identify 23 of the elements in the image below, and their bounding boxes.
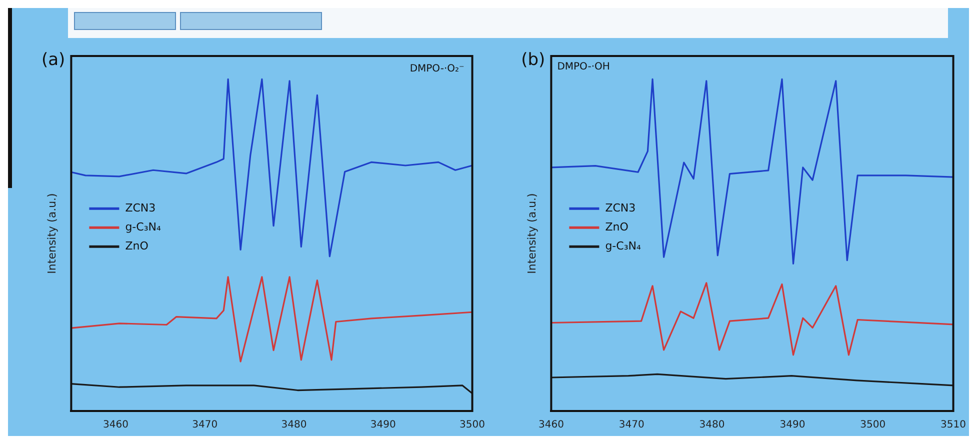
legend-label: ZnO (605, 220, 629, 234)
legend-label: g-C₃N₄ (605, 240, 642, 253)
text: DMPO-·O₂⁻ (410, 64, 464, 75)
x-tick-label: 3480 (281, 420, 307, 431)
x-tick-label: 3460 (103, 420, 128, 431)
y-axis-title: Intensity (a.u.) (45, 193, 58, 274)
x-tick-label: 3490 (780, 420, 806, 431)
y-axis-title: Intensity (a.u.) (525, 193, 538, 274)
text: DMPO-·OH (557, 62, 610, 73)
x-tick-label: 3510 (940, 420, 966, 431)
x-tick-label: 3500 (860, 420, 886, 431)
x-tick-label: 3500 (460, 420, 485, 431)
x-tick-label: 3470 (618, 420, 644, 431)
legend-label: ZCN3 (125, 202, 156, 215)
chart-title: (a) (42, 50, 66, 70)
x-tick-label: 3490 (370, 420, 396, 431)
legend-label: ZCN3 (605, 202, 636, 215)
x-tick-label: 3470 (192, 420, 218, 431)
legend-label: ZnO (125, 240, 149, 253)
chart-title: (b) (521, 50, 546, 70)
x-tick-label: 3480 (699, 420, 725, 431)
x-tick-label: 3460 (538, 420, 564, 431)
legend-label: g-C₃N₄ (125, 220, 162, 234)
